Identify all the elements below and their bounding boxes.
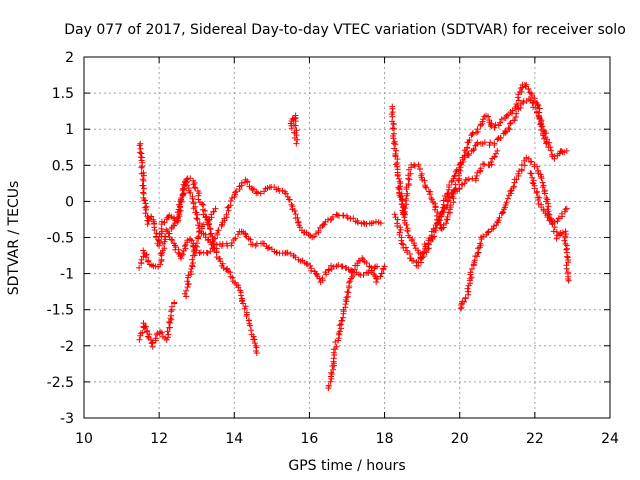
y-tick-labels: -3 -2.5 -2 -1.5 -1 -0.5 0 0.5 1 1.5 2 <box>47 50 74 427</box>
series-track-k <box>457 154 572 312</box>
y-tick-label: 2 <box>65 50 74 66</box>
series-track-d <box>168 175 260 356</box>
y-tick-label: -1.5 <box>47 303 74 319</box>
y-tick-label: -2 <box>60 339 74 355</box>
x-tick-labels: 10 12 14 16 18 20 22 24 <box>75 431 619 447</box>
tick-marks <box>83 56 611 419</box>
plot-frame <box>83 56 611 419</box>
y-tick-label: 1 <box>65 122 74 138</box>
x-axis-label: GPS time / hours <box>288 458 405 474</box>
x-tick-label: 14 <box>225 431 243 447</box>
y-tick-label: 1.5 <box>52 86 74 102</box>
y-tick-label: -1 <box>60 267 74 283</box>
x-tick-label: 24 <box>601 431 619 447</box>
grid <box>84 57 610 418</box>
y-tick-label: -0.5 <box>47 231 74 247</box>
series-track-j <box>396 147 501 262</box>
series-track-l <box>527 170 570 227</box>
series-track-f <box>287 112 301 147</box>
y-tick-label: 0.5 <box>52 158 74 174</box>
x-tick-label: 10 <box>75 431 93 447</box>
x-tick-label: 12 <box>150 431 168 447</box>
x-tick-label: 16 <box>301 431 319 447</box>
series-track-a <box>136 140 384 249</box>
x-tick-label: 20 <box>451 431 469 447</box>
series-track-g <box>325 255 388 392</box>
series-track-e <box>181 205 219 300</box>
series-track-c <box>136 299 178 350</box>
x-tick-label: 22 <box>526 431 544 447</box>
y-tick-label: 0 <box>65 194 74 210</box>
y-axis-label: SDTVAR / TECUs <box>6 181 22 296</box>
series-track-b <box>136 226 381 286</box>
series-track-i <box>391 96 570 269</box>
y-tick-label: -3 <box>60 411 74 427</box>
x-tick-label: 18 <box>376 431 394 447</box>
data-points <box>136 81 572 392</box>
y-tick-label: -2.5 <box>47 375 74 391</box>
chart-title: Day 077 of 2017, Sidereal Day-to-day VTE… <box>64 22 626 38</box>
